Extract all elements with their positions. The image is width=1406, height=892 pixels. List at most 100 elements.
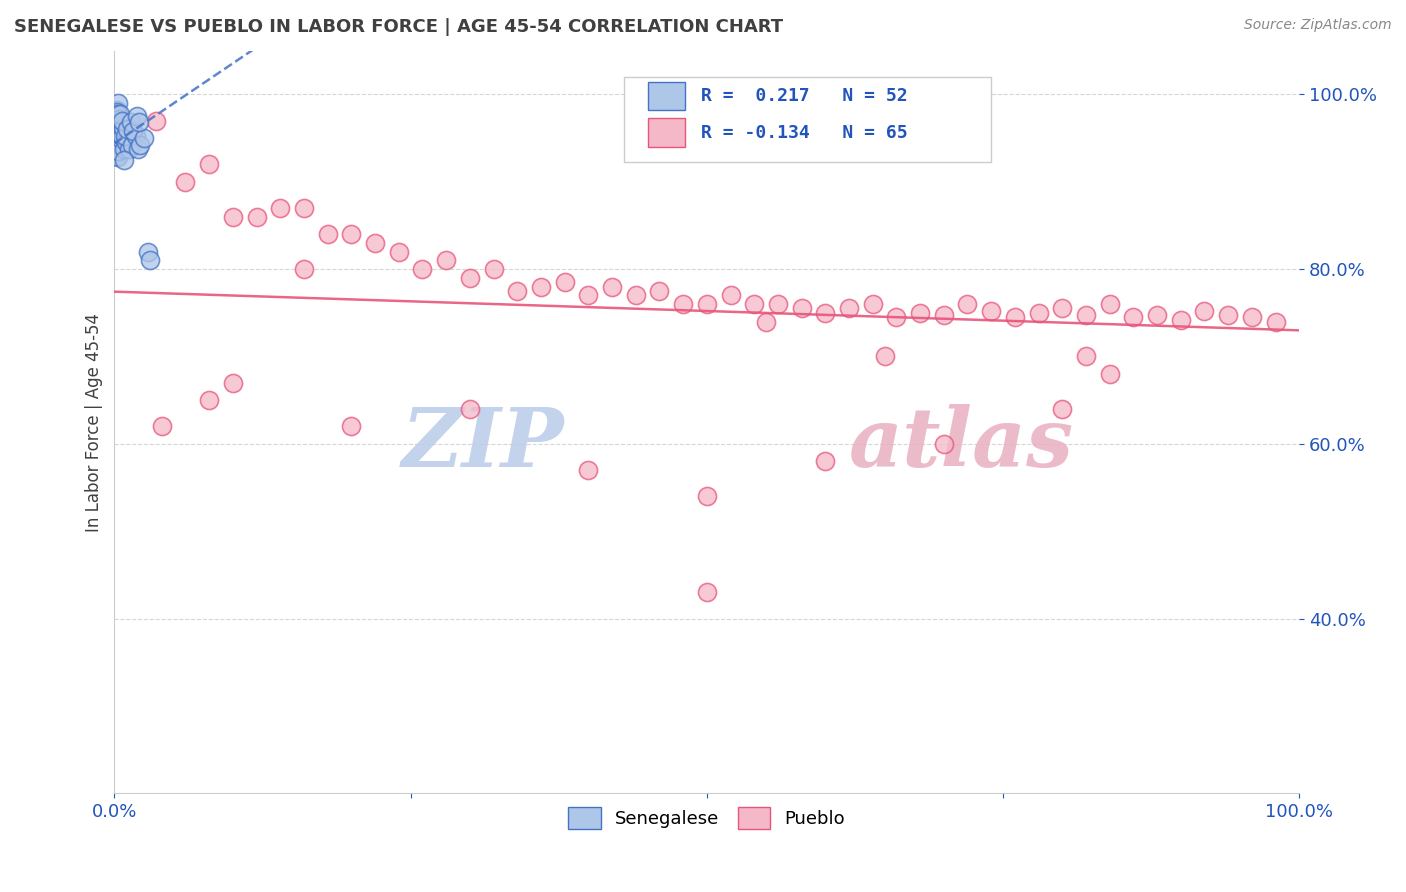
Point [458,270,481,285]
Point [814,306,837,320]
Point [105,124,128,138]
Point [108,112,131,126]
Point [458,401,481,416]
Point [672,297,695,311]
Point [340,227,363,242]
Point [956,297,979,311]
Point [114,129,136,144]
Point [110,133,132,147]
Point [112,153,135,167]
Point [696,585,718,599]
Point [145,113,167,128]
Point [117,142,139,156]
Point [1052,401,1074,416]
Point [108,118,131,132]
Point [1216,308,1239,322]
Point [1052,301,1074,316]
Point [122,124,145,138]
Point [862,297,884,311]
Point [121,138,143,153]
Point [838,301,860,316]
Point [411,262,433,277]
Point [364,235,387,250]
Point [110,124,132,138]
Point [576,463,599,477]
Point [696,489,718,503]
Point [105,106,128,120]
FancyBboxPatch shape [648,82,686,110]
Text: atlas: atlas [849,404,1074,484]
Point [790,301,813,316]
Point [129,138,152,153]
Point [104,136,127,150]
Point [1004,310,1026,325]
Point [105,104,128,119]
Point [755,314,778,328]
Point [222,210,245,224]
Point [117,122,139,136]
Point [1098,297,1121,311]
Point [139,253,162,268]
Point [110,122,132,136]
Point [108,144,131,158]
Point [1170,313,1192,327]
Point [107,106,129,120]
Point [506,284,529,298]
Point [128,115,150,129]
Point [576,288,599,302]
Point [127,142,149,156]
Point [198,393,221,408]
Point [908,306,931,320]
Point [530,279,553,293]
Point [1074,350,1097,364]
Point [980,304,1002,318]
Point [482,262,505,277]
Point [111,115,134,129]
Point [316,227,339,242]
Text: R =  0.217   N = 52: R = 0.217 N = 52 [700,87,907,105]
Point [115,136,138,150]
Point [742,297,765,311]
Point [136,244,159,259]
Point [108,138,131,153]
FancyBboxPatch shape [624,77,991,162]
Point [198,157,221,171]
Point [1194,304,1216,318]
Point [105,122,128,136]
Point [110,113,132,128]
Point [120,115,142,129]
Point [111,120,134,135]
Y-axis label: In Labor Force | Age 45-54: In Labor Force | Age 45-54 [86,312,103,532]
Point [105,103,128,117]
Point [1074,308,1097,322]
Point [107,120,129,135]
Point [107,113,129,128]
Point [340,419,363,434]
Point [132,131,155,145]
Point [1028,306,1050,320]
Point [125,129,148,144]
Point [112,142,135,156]
Point [624,288,647,302]
Point [873,350,896,364]
Point [648,284,671,298]
Point [245,210,267,224]
Point [1240,310,1263,325]
Point [269,201,291,215]
Point [766,297,789,311]
Point [104,148,127,162]
Point [292,201,315,215]
Point [110,129,132,144]
Point [434,253,457,268]
Point [110,113,132,128]
Point [814,454,837,468]
Point [107,140,129,154]
Point [1098,367,1121,381]
Point [292,262,315,277]
Point [1146,308,1168,322]
FancyBboxPatch shape [648,119,686,146]
Text: ZIP: ZIP [402,404,565,484]
Point [1264,314,1286,328]
Point [107,144,129,158]
Point [554,275,576,289]
